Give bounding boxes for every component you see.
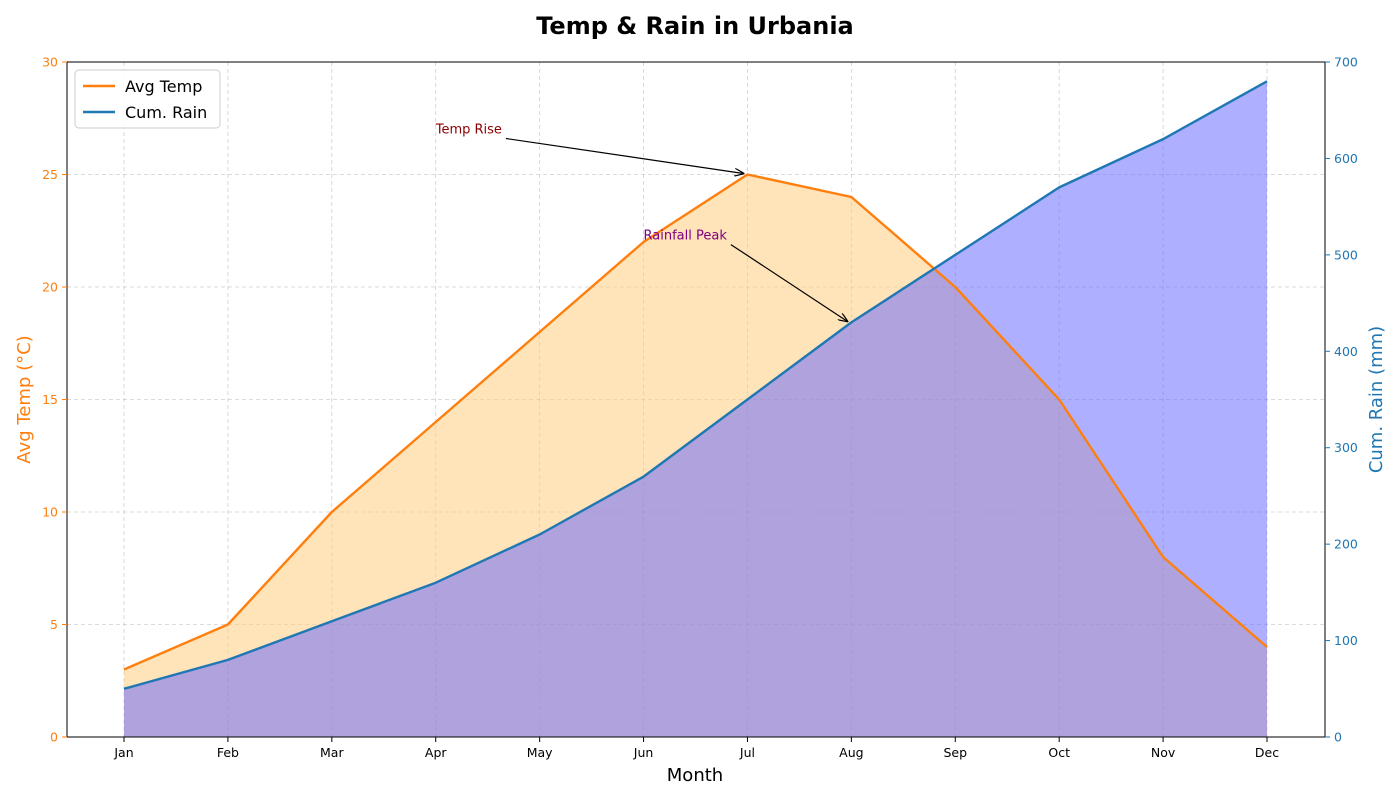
series-lines	[123, 80, 1268, 690]
annotation-arrow	[730, 244, 847, 322]
y-left-tick-label: 30	[42, 55, 58, 70]
annotation-label: Temp Rise	[435, 123, 502, 138]
series-line-cum-rain	[123, 80, 1268, 690]
y-right-tick-label: 100	[1334, 633, 1358, 648]
y-left-tick-label: 5	[50, 617, 58, 632]
legend-label: Cum. Rain	[125, 103, 207, 122]
annotation-label: Rainfall Peak	[644, 229, 728, 244]
x-tick-label: Mar	[320, 745, 344, 760]
x-tick-label: May	[527, 745, 553, 760]
annotation-arrow	[505, 137, 744, 174]
y-right-tick-label: 300	[1334, 440, 1358, 455]
y-axis-left-title: Avg Temp (°C)	[14, 335, 35, 463]
legend-label: Avg Temp	[125, 77, 202, 96]
x-tick-label: Dec	[1255, 745, 1279, 760]
x-tick-label: Sep	[943, 745, 967, 760]
y-axis-right-title: Cum. Rain (mm)	[1366, 326, 1387, 473]
y-left-tick-label: 20	[42, 280, 58, 295]
y-left-tick-label: 10	[42, 505, 58, 520]
area-fill-cum-rain	[124, 81, 1267, 738]
y-right-tick-label: 200	[1334, 537, 1358, 552]
legend: Avg Temp Cum. Rain	[74, 69, 221, 129]
x-tick-label: Oct	[1048, 745, 1070, 760]
y-right-tick-label: 600	[1334, 151, 1358, 166]
x-tick-label: Jan	[113, 745, 133, 760]
chart-title: Temp & Rain in Urbania	[536, 12, 854, 40]
y-right-tick-label: 700	[1334, 55, 1358, 70]
x-tick-label: Nov	[1151, 745, 1176, 760]
y-left-tick-label: 0	[50, 730, 58, 745]
axes: Jan Feb Mar Apr May Jun Jul Aug Sep Oct Nov Dec 0 5 10…	[42, 55, 1358, 761]
x-tick-label: Jun	[633, 745, 654, 760]
x-tick-label: Jul	[739, 745, 755, 760]
y-left-tick-label: 15	[42, 392, 58, 407]
y-right-tick-label: 500	[1334, 247, 1358, 262]
x-tick-label: Aug	[839, 745, 863, 760]
annotations: Temp Rise Rainfall Peak	[435, 123, 848, 322]
x-tick-label: Apr	[425, 745, 447, 760]
y-right-tick-label: 400	[1334, 344, 1358, 359]
x-axis-title: Month	[667, 765, 723, 786]
series-line-avg-temp	[123, 173, 1268, 671]
y-right-tick-label: 0	[1334, 730, 1342, 745]
area-fills	[124, 81, 1267, 738]
y-left-tick-label: 25	[42, 167, 58, 182]
x-tick-label: Feb	[217, 745, 239, 760]
legend-box	[74, 69, 221, 129]
